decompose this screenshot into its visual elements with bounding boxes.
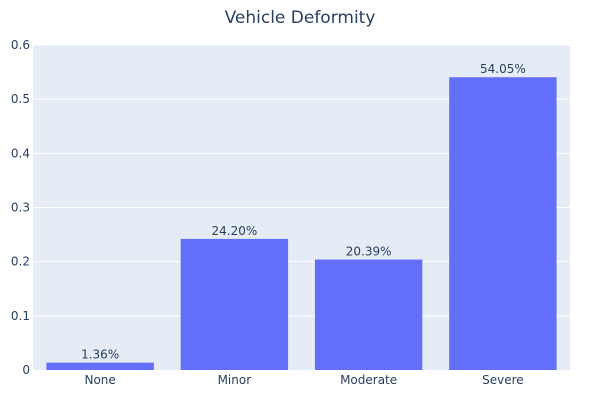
- x-axis-tick-labels: None Minor Moderate Severe: [84, 373, 523, 387]
- x-tick-label: Moderate: [340, 373, 397, 387]
- y-tick-label: 0.3: [11, 201, 30, 215]
- bars: [46, 77, 557, 371]
- data-label: 1.36%: [81, 348, 119, 362]
- bar-moderate: [314, 259, 423, 370]
- data-label: 20.39%: [346, 245, 392, 259]
- y-tick-label: 0.6: [11, 38, 30, 52]
- x-tick-label: Minor: [218, 373, 252, 387]
- y-tick-label: 0.1: [11, 309, 30, 323]
- data-labels: 1.36% 24.20% 20.39% 54.05%: [81, 62, 526, 361]
- x-tick-label: Severe: [482, 373, 524, 387]
- chart-title: Vehicle Deformity: [225, 8, 376, 28]
- y-axis-tick-labels: 0 0.1 0.2 0.3 0.4 0.5 0.6: [11, 38, 30, 377]
- x-tick-label: None: [84, 373, 115, 387]
- y-tick-label: 0.5: [11, 92, 30, 106]
- data-label: 54.05%: [480, 62, 526, 76]
- y-tick-label: 0.2: [11, 255, 30, 269]
- bar-minor: [180, 238, 289, 370]
- y-tick-label: 0.4: [11, 146, 30, 160]
- data-label: 24.20%: [211, 224, 257, 238]
- gridlines: [33, 44, 570, 317]
- y-tick-label: 0: [22, 363, 30, 377]
- bar-severe: [449, 77, 557, 371]
- bar-none: [46, 362, 154, 370]
